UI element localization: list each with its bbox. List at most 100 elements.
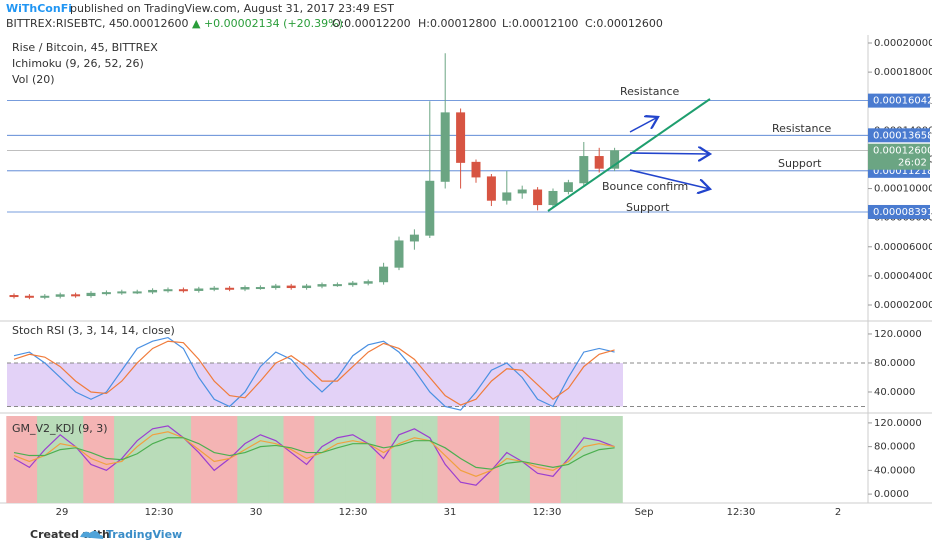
chart-title: Rise / Bitcoin, 45, BITTREX (12, 41, 158, 54)
candle-body (302, 285, 312, 289)
author[interactable]: WiThConFi (6, 2, 72, 15)
candle-body (55, 294, 65, 297)
zone (591, 416, 608, 503)
zone (329, 416, 346, 503)
candle-body (286, 285, 296, 289)
change: ▲ +0.00002134 (+20.39%) (192, 17, 343, 30)
x-tick-label: 2 (835, 507, 841, 518)
zone (606, 416, 623, 503)
zone (560, 416, 577, 503)
candle-body (548, 190, 558, 206)
candle-body (132, 291, 142, 294)
candle-body (194, 288, 204, 291)
y-tick-label: 0.00004000 (874, 271, 932, 282)
zone (360, 416, 377, 503)
y-tick-label: 0.00010000 (874, 184, 932, 195)
candle-body (240, 287, 250, 290)
x-tick-label: 29 (56, 507, 69, 518)
y-tick-label: 80.0000 (874, 442, 915, 453)
y-tick-label: 0.00020000 (874, 38, 932, 49)
last-price-label: 0.00012600 (873, 146, 932, 157)
level-box (868, 128, 930, 143)
candle-body (271, 285, 281, 289)
published: published on TradingView.com, August 31,… (70, 2, 394, 15)
x-tick-label: 31 (444, 507, 457, 518)
candle-body (117, 291, 127, 294)
candle-body (579, 156, 589, 184)
zone (576, 416, 592, 503)
zone (252, 416, 269, 503)
zone (406, 416, 423, 503)
high: H:0.00012800 (418, 17, 496, 30)
annotation: Resistance (772, 122, 832, 135)
candle-body (409, 234, 419, 242)
y-tick-label: 120.0000 (874, 418, 922, 429)
candle-body (178, 289, 188, 292)
zone (206, 416, 223, 503)
symbol: BITTREX:RISEBTC, 45 (6, 17, 123, 30)
candle-body (317, 284, 327, 287)
indicator: Ichimoku (9, 26, 52, 26) (12, 57, 144, 70)
y-tick-label: 120.0000 (874, 329, 922, 340)
indicator-line (13, 336, 615, 411)
zone (483, 416, 500, 503)
y-tick-label: 0.00006000 (874, 242, 932, 253)
footer-brand[interactable]: TradingView (106, 528, 182, 541)
zone (314, 416, 331, 503)
x-tick-label: 12:30 (727, 507, 756, 518)
x-tick-label: 12:30 (533, 507, 562, 518)
candle-body (101, 292, 111, 295)
zone (422, 416, 438, 503)
level-label: 0.00016042 (873, 96, 932, 107)
candle-body (610, 150, 620, 169)
candle-body (9, 295, 19, 298)
candle-body (563, 182, 573, 192)
level-label: 0.00011218 (873, 166, 932, 177)
x-tick-label: 12:30 (145, 507, 174, 518)
zone (129, 416, 146, 503)
level-label: 0.00008391 (873, 207, 932, 218)
candle-body (379, 266, 389, 283)
y-tick-label: 0.0000 (874, 489, 909, 500)
annotation: Bounce confirm (602, 180, 688, 193)
level-box (868, 204, 930, 219)
level-label: 0.00013658 (873, 130, 932, 141)
arrow (629, 117, 658, 133)
zone (468, 416, 485, 503)
zone (345, 416, 361, 503)
candle-body (255, 287, 265, 290)
zone (160, 416, 177, 503)
zone (391, 416, 408, 503)
candle-body (440, 112, 450, 182)
candle-body (148, 289, 158, 293)
x-tick-label: 30 (250, 507, 263, 518)
pane-title: Stoch RSI (3, 3, 14, 14, close) (12, 324, 175, 337)
zone (67, 416, 84, 503)
zone (375, 416, 392, 503)
candle-body (502, 192, 512, 201)
candle-body (533, 189, 543, 206)
arrow (629, 153, 710, 154)
candle-body (594, 156, 604, 169)
zone (37, 416, 53, 503)
level-box (868, 93, 930, 108)
annotation: Support (626, 201, 670, 214)
candle-body (40, 295, 50, 298)
y-tick-label: 80.0000 (874, 358, 915, 369)
indicator-line (13, 431, 615, 477)
low: L:0.00012100 (502, 17, 578, 30)
y-tick-label: 40.0000 (874, 465, 915, 476)
annotation: Resistance (620, 85, 680, 98)
candle-body (471, 161, 481, 178)
zone (191, 416, 207, 503)
zone (545, 416, 562, 503)
candle-body (348, 282, 358, 286)
last-price-box (868, 143, 930, 170)
zone (283, 416, 300, 503)
zone (268, 416, 284, 503)
candle-body (332, 284, 342, 287)
candle-body (394, 240, 404, 268)
zone (499, 416, 515, 503)
zone (452, 416, 469, 503)
